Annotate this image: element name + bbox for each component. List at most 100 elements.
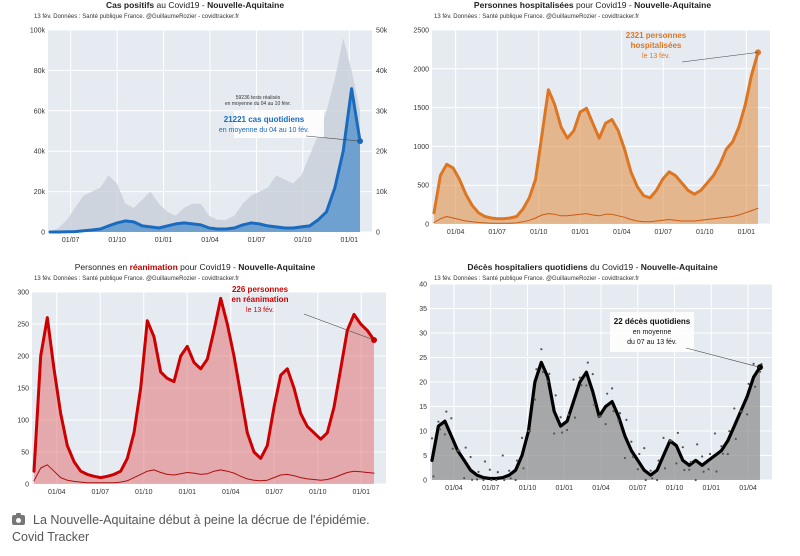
x-tick-label: 01/10 [519,485,537,492]
data-point [541,370,544,374]
data-point [752,362,755,365]
data-point [430,437,434,440]
x-tick-label: 01/04 [222,489,240,496]
data-point [655,478,659,482]
data-point [715,470,718,473]
camera-icon [12,513,25,525]
annotation-tests-sub: en moyenne du 04 au 10 févr. [225,101,291,107]
annotation-sub: en moyenne du 04 au 10 fév. [219,127,309,134]
x-tick-label: 01/04 [201,237,219,244]
y-tick-label: 0 [41,230,45,237]
data-point [638,452,641,456]
x-tick-label: 01/10 [294,237,312,244]
data-point [636,468,639,471]
data-point [516,459,519,462]
x-tick-label: 01/10 [666,485,684,492]
annotation-sub: en réanimation [232,295,289,304]
data-point [463,476,466,480]
data-point [535,368,538,371]
data-point [520,436,524,439]
data-point [522,467,525,470]
data-point [663,467,667,470]
annotation-box [610,312,694,352]
data-point [599,415,602,418]
y2-tick-label: 40k [376,68,388,75]
x-tick-label: 01/10 [530,229,548,236]
data-point [445,410,448,413]
y2-tick-label: 30k [376,108,388,115]
data-point [586,361,589,364]
annotation-main: 2321 personnes [626,31,687,40]
y-tick-label: 40k [34,149,46,156]
y-tick-label: 100 [17,418,29,425]
series-area [34,298,374,484]
x-tick-label: 01/10 [108,237,126,244]
data-point [540,348,543,351]
data-point [708,452,712,456]
data-point [482,478,485,482]
data-point [758,370,762,373]
series-line [430,360,762,481]
y-tick-label: 20 [419,380,427,387]
x-tick-label: 01/04 [592,485,610,492]
series-area [434,52,758,225]
data-point [651,477,654,480]
chart-source: 13 fév. Données : Santé publique France.… [34,14,240,20]
x-tick-label: 01/07 [629,485,647,492]
data-point [696,443,699,446]
data-point [747,382,750,385]
data-point [561,431,564,434]
annotation-pointer [681,52,759,63]
data-point [617,419,620,422]
annotation-pointer [303,313,375,341]
chart-title: Décès hospitaliers quotidiens du Covid19… [467,262,718,272]
data-point [733,407,736,410]
x-tick-label: 01/07 [62,237,80,244]
data-point [670,439,673,442]
y2-tick-label: 10k [376,189,388,196]
x-tick-label: 01/01 [738,229,756,236]
x-tick-label: 01/01 [341,237,359,244]
y-tick-label: 250 [17,322,29,329]
x-tick-label: 01/04 [445,485,463,492]
data-point [688,468,691,471]
data-point [643,447,646,450]
data-point [625,418,628,421]
data-point [470,478,474,481]
data-point [508,469,511,472]
x-tick-label: 01/04 [447,229,465,236]
y-tick-label: 35 [419,306,427,313]
data-point [713,432,717,435]
data-point [728,430,731,433]
chart-title: Personnes hospitalisées pour Covid19 - N… [473,0,712,10]
data-point [746,413,749,416]
data-point [694,478,697,482]
x-tick-label: 01/04 [48,489,66,496]
series-line [432,50,760,221]
series-area [50,88,360,232]
data-point [443,433,446,436]
y-tick-label: 30 [419,331,427,338]
x-tick-label: 01/07 [655,229,673,236]
data-point [701,455,704,458]
data-point [488,468,491,471]
data-point [623,456,627,460]
annotation-sub: en moyenne [633,329,672,336]
y-tick-label: 1500 [413,105,429,112]
data-point [464,446,467,449]
annotation-date: le 13 fév. [246,307,274,314]
data-point [490,478,493,482]
y-tick-label: 1000 [413,144,429,151]
chart-source: 13 fév. Données : Santé publique France.… [434,276,640,282]
x-tick-label: 01/01 [571,229,589,236]
chart-deces: Décès hospitaliers quotidiens du Covid19… [400,262,785,502]
chart-hospitalisations: Personnes hospitalisées pour Covid19 - N… [400,0,785,250]
data-point [702,470,705,473]
annotation-main: 22 décès quotidiens [614,317,691,326]
annotation-pointer [685,347,761,368]
caption-text: La Nouvelle-Aquitaine début à peine la d… [33,513,370,527]
y-tick-label: 0 [25,482,29,489]
y-tick-label: 80k [34,68,46,75]
annotation-tests: 59236 tests réalisés [236,95,281,101]
y2-tick-label: 20k [376,149,388,156]
